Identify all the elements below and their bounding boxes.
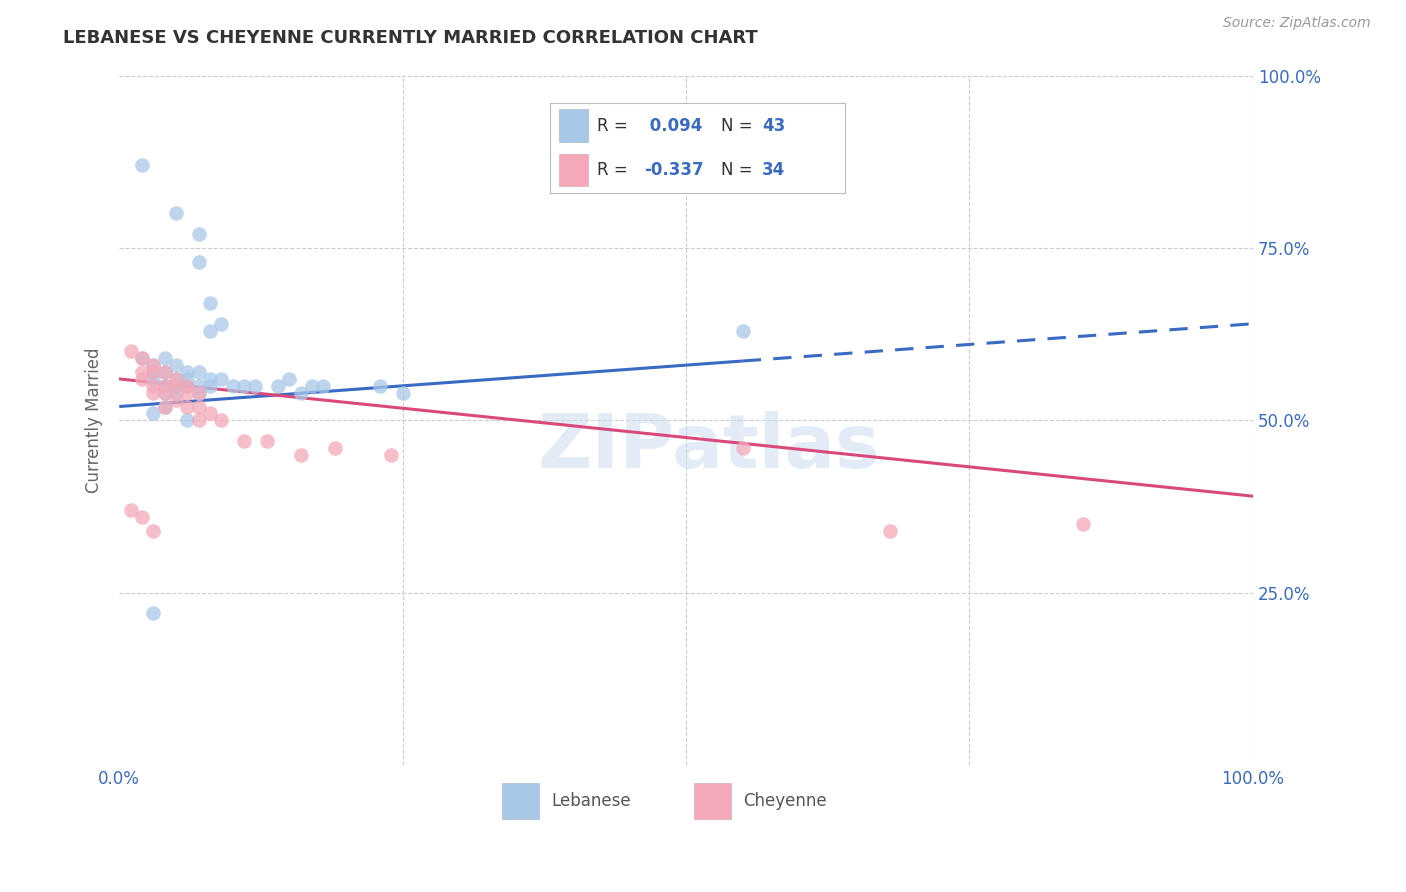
- Point: [187, 385, 209, 400]
- Point: [165, 372, 187, 386]
- Point: [131, 509, 153, 524]
- Point: [187, 413, 209, 427]
- Point: [290, 448, 312, 462]
- Point: [165, 358, 187, 372]
- Point: [198, 406, 221, 420]
- Point: [165, 379, 187, 393]
- Point: [142, 365, 165, 379]
- Point: [142, 365, 165, 379]
- Text: Source: ZipAtlas.com: Source: ZipAtlas.com: [1223, 16, 1371, 30]
- Point: [380, 448, 402, 462]
- Point: [176, 379, 198, 393]
- Point: [323, 441, 346, 455]
- Point: [879, 524, 901, 538]
- Point: [731, 441, 754, 455]
- Point: [176, 379, 198, 393]
- Point: [120, 503, 142, 517]
- Point: [176, 413, 198, 427]
- Point: [131, 365, 153, 379]
- Point: [176, 372, 198, 386]
- Point: [209, 413, 232, 427]
- Point: [1071, 516, 1094, 531]
- Point: [198, 379, 221, 393]
- Point: [153, 385, 176, 400]
- Point: [142, 358, 165, 372]
- Point: [198, 296, 221, 310]
- Point: [165, 379, 187, 393]
- Point: [187, 254, 209, 268]
- Point: [153, 365, 176, 379]
- Point: [731, 324, 754, 338]
- Point: [153, 400, 176, 414]
- Point: [165, 385, 187, 400]
- Point: [245, 379, 267, 393]
- Point: [131, 351, 153, 366]
- Point: [368, 379, 391, 393]
- Point: [187, 400, 209, 414]
- Point: [153, 351, 176, 366]
- Point: [153, 365, 176, 379]
- Point: [198, 324, 221, 338]
- Point: [165, 206, 187, 220]
- Point: [142, 372, 165, 386]
- Point: [233, 379, 256, 393]
- Point: [131, 372, 153, 386]
- Point: [256, 434, 278, 448]
- Point: [142, 524, 165, 538]
- Point: [142, 385, 165, 400]
- Point: [165, 392, 187, 407]
- Point: [209, 372, 232, 386]
- Point: [142, 607, 165, 621]
- Point: [142, 379, 165, 393]
- Point: [187, 385, 209, 400]
- Point: [267, 379, 290, 393]
- Point: [290, 385, 312, 400]
- Point: [142, 358, 165, 372]
- Point: [233, 434, 256, 448]
- Point: [176, 385, 198, 400]
- Text: ZIPatlas: ZIPatlas: [537, 411, 880, 484]
- Point: [187, 379, 209, 393]
- Point: [131, 351, 153, 366]
- Point: [176, 400, 198, 414]
- Y-axis label: Currently Married: Currently Married: [86, 348, 103, 493]
- Point: [221, 379, 243, 393]
- Point: [176, 365, 198, 379]
- Point: [120, 344, 142, 359]
- Text: LEBANESE VS CHEYENNE CURRENTLY MARRIED CORRELATION CHART: LEBANESE VS CHEYENNE CURRENTLY MARRIED C…: [63, 29, 758, 46]
- Point: [153, 385, 176, 400]
- Point: [153, 379, 176, 393]
- Point: [312, 379, 335, 393]
- Point: [187, 365, 209, 379]
- Point: [142, 406, 165, 420]
- Point: [187, 227, 209, 241]
- Point: [198, 372, 221, 386]
- Point: [165, 372, 187, 386]
- Point: [278, 372, 301, 386]
- Point: [209, 317, 232, 331]
- Point: [153, 400, 176, 414]
- Point: [391, 385, 413, 400]
- Point: [131, 158, 153, 172]
- Point: [153, 379, 176, 393]
- Point: [301, 379, 323, 393]
